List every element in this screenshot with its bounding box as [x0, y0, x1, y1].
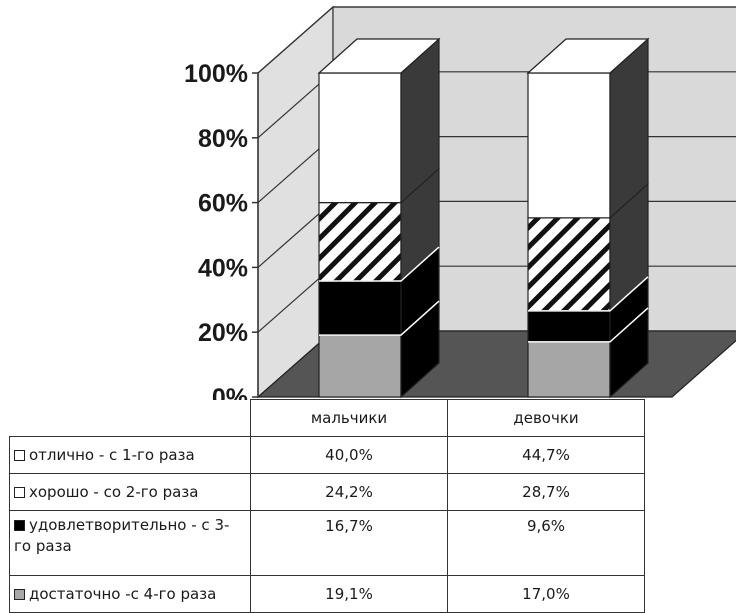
cell-value: 9,6%: [447, 510, 645, 576]
legend-swatch-gray: [14, 588, 25, 600]
category-label-boys: мальчики: [250, 399, 448, 437]
y-tick-label: 60%: [198, 190, 248, 218]
legend-swatch-black: [14, 520, 25, 531]
cell-value: 24,2%: [250, 473, 448, 511]
y-axis: 0% 20% 40% 60% 80% 100%: [184, 60, 259, 400]
bar-segment-black: [318, 280, 402, 336]
bar-segment-white: [527, 72, 611, 219]
legend-swatch-hatched: [14, 486, 25, 498]
row-label-text: отлично - с 1-го раза: [29, 445, 195, 464]
segment-edge: [528, 307, 649, 343]
segment-edge: [319, 246, 440, 282]
row-label: хорошо - со 2-го раза: [9, 473, 251, 511]
cell-value: 28,7%: [447, 473, 645, 511]
y-tick-label: 20%: [198, 319, 248, 347]
bar-segment-hatch: [527, 217, 611, 312]
segment-edge: [319, 300, 440, 336]
cell-value: 17,0%: [447, 575, 645, 613]
gridline: [257, 6, 736, 74]
bar-segment-hatch: [318, 202, 402, 282]
table-row-good: хорошо - со 2-го раза 24,2% 28,7%: [9, 473, 645, 511]
row-label: отлично - с 1-го раза: [9, 436, 251, 474]
cell-value: 44,7%: [447, 436, 645, 474]
segment-edge: [528, 276, 649, 312]
bar-segment-black: [527, 310, 611, 343]
row-label: удовлетворительно - с 3-го раза: [9, 510, 251, 576]
table-row-satisfactory: удовлетворительно - с 3-го раза 16,7% 9,…: [9, 510, 645, 576]
stacked-bar-chart: 0% 20% 40% 60% 80% 100%: [184, 5, 736, 400]
cell-value: 40,0%: [250, 436, 448, 474]
y-tick-label: 40%: [198, 254, 248, 282]
category-label-girls: девочки: [447, 399, 645, 437]
row-label-text: удовлетворительно - с 3-го раза: [14, 516, 230, 555]
table-header-row: мальчики девочки: [10, 399, 645, 437]
row-label-text: достаточно -с 4-го раза: [29, 584, 217, 603]
cell-value: 19,1%: [250, 575, 448, 613]
bar-segment-gray: [527, 341, 611, 398]
legend-swatch-white: [14, 449, 25, 461]
bar-top: [526, 38, 650, 74]
y-tick-label: 80%: [198, 125, 248, 153]
bar-top: [317, 38, 441, 74]
row-label-text: хорошо - со 2-го раза: [29, 482, 199, 501]
cell-value: 16,7%: [250, 510, 448, 576]
table-corner: [10, 400, 251, 437]
row-label: достаточно -с 4-го раза: [9, 575, 251, 613]
bars: [317, 37, 650, 399]
table-row-excellent: отлично - с 1-го раза 40,0% 44,7%: [9, 436, 645, 474]
bar-segment-gray: [318, 334, 402, 398]
table-row-sufficient: достаточно -с 4-го раза 19,1% 17,0%: [9, 575, 645, 613]
y-tick-label: 0%: [212, 384, 248, 400]
bar-segment-white: [318, 72, 402, 204]
data-table: мальчики девочки отлично - с 1-го раза 4…: [9, 399, 645, 613]
y-tick-label: 100%: [184, 60, 248, 88]
